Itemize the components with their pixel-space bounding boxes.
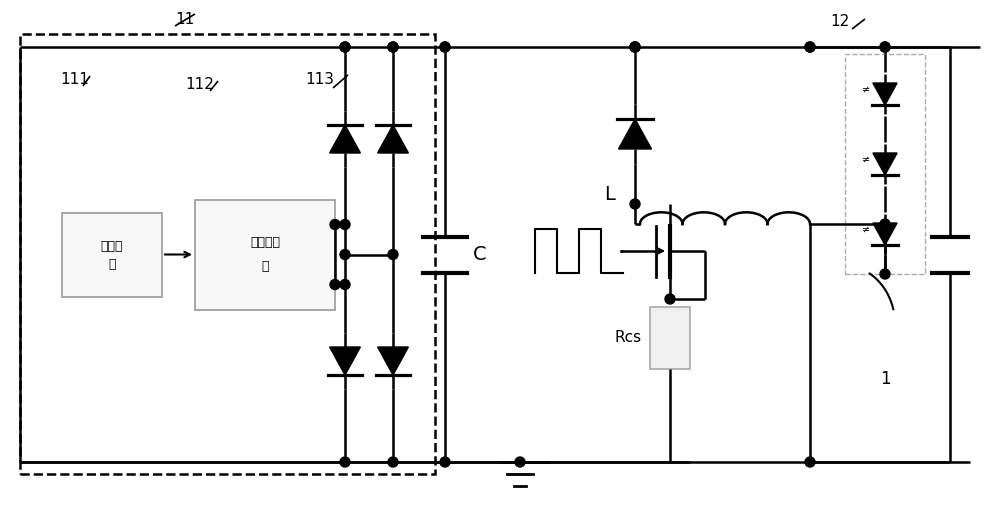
- Circle shape: [630, 199, 640, 209]
- Text: L: L: [605, 184, 615, 204]
- Circle shape: [388, 42, 398, 52]
- Circle shape: [805, 42, 815, 52]
- Polygon shape: [378, 125, 408, 153]
- Text: Rcs: Rcs: [615, 330, 642, 346]
- Circle shape: [440, 42, 450, 52]
- Bar: [845, 54, 925, 274]
- Polygon shape: [873, 83, 897, 105]
- Circle shape: [805, 457, 815, 467]
- Polygon shape: [330, 347, 360, 375]
- Circle shape: [440, 42, 450, 52]
- Circle shape: [880, 269, 890, 279]
- Text: 113: 113: [306, 71, 334, 87]
- Text: 111: 111: [61, 71, 89, 87]
- Circle shape: [340, 42, 350, 52]
- Circle shape: [388, 42, 398, 52]
- Polygon shape: [873, 223, 897, 245]
- Circle shape: [880, 219, 890, 229]
- Text: 1: 1: [880, 370, 890, 388]
- Text: ≠: ≠: [862, 224, 870, 235]
- Polygon shape: [378, 347, 408, 375]
- Circle shape: [340, 219, 350, 230]
- Text: 电子变压: 电子变压: [250, 236, 280, 249]
- Circle shape: [340, 279, 350, 290]
- Circle shape: [340, 249, 350, 260]
- Bar: [20, 34, 435, 474]
- Circle shape: [388, 457, 398, 467]
- Text: C: C: [473, 245, 487, 265]
- Text: 11: 11: [175, 12, 195, 26]
- Circle shape: [630, 42, 640, 52]
- Circle shape: [515, 457, 525, 467]
- Circle shape: [630, 42, 640, 52]
- Text: 源: 源: [108, 258, 116, 271]
- Text: 112: 112: [186, 76, 214, 92]
- FancyBboxPatch shape: [195, 200, 335, 309]
- Circle shape: [330, 219, 340, 230]
- Circle shape: [440, 457, 450, 467]
- Circle shape: [880, 42, 890, 52]
- Polygon shape: [330, 125, 360, 153]
- Text: 器: 器: [261, 260, 269, 273]
- Bar: [650, 307, 690, 369]
- Polygon shape: [873, 153, 897, 175]
- Circle shape: [665, 294, 675, 304]
- FancyBboxPatch shape: [62, 212, 162, 297]
- Circle shape: [630, 42, 640, 52]
- Text: 12: 12: [830, 14, 850, 29]
- Circle shape: [805, 42, 815, 52]
- Text: ≠: ≠: [862, 155, 870, 164]
- Circle shape: [330, 279, 340, 290]
- Text: 交流电: 交流电: [101, 240, 123, 253]
- Circle shape: [880, 42, 890, 52]
- Circle shape: [340, 42, 350, 52]
- Circle shape: [340, 457, 350, 467]
- Text: ≠: ≠: [862, 84, 870, 95]
- Polygon shape: [618, 119, 652, 149]
- Circle shape: [388, 249, 398, 260]
